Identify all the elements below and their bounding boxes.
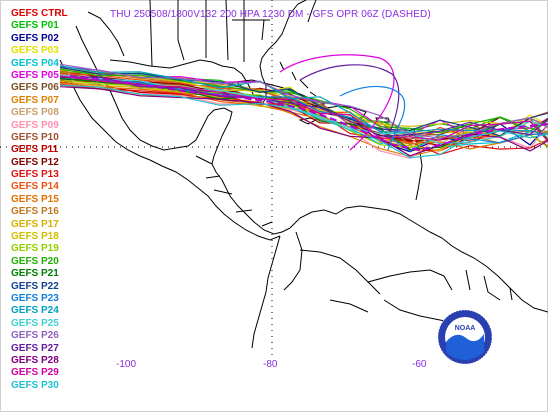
lon-label-east: -60 bbox=[412, 359, 427, 370]
legend-item: GEFS P25 bbox=[11, 317, 59, 329]
ca-borders bbox=[195, 155, 273, 227]
sa-borders bbox=[283, 231, 513, 325]
legend-item: GEFS P27 bbox=[11, 342, 59, 354]
legend-item: GEFS P17 bbox=[11, 218, 59, 230]
legend-item: GEFS P22 bbox=[11, 280, 59, 292]
legend-item: GEFS P06 bbox=[11, 82, 59, 94]
coastlines bbox=[59, 0, 548, 349]
us-atlantic-coast bbox=[289, 0, 317, 23]
legend-item: GEFS P11 bbox=[11, 144, 59, 156]
member-contour bbox=[59, 66, 548, 137]
member-contour bbox=[59, 63, 548, 139]
lon-label-west: -100 bbox=[116, 359, 137, 370]
member-contour bbox=[59, 74, 548, 145]
pacific-coast-sa bbox=[251, 235, 281, 349]
operational-contour bbox=[69, 75, 548, 152]
legend-item: GEFS P01 bbox=[11, 20, 59, 32]
legend-item: GEFS P19 bbox=[11, 243, 59, 255]
legend-item: GEFS P07 bbox=[11, 94, 59, 106]
member-contour bbox=[59, 75, 548, 142]
logo-text: NOAA bbox=[455, 325, 476, 332]
legend-item: GEFS P28 bbox=[11, 354, 59, 366]
legend-item: GEFS P03 bbox=[11, 45, 59, 57]
hispaniola bbox=[325, 105, 367, 119]
legend-item: GEFS P10 bbox=[11, 131, 59, 143]
central-america bbox=[149, 159, 281, 241]
member-contour-loop bbox=[279, 54, 395, 151]
member-contour-loop bbox=[299, 64, 400, 133]
south-america bbox=[289, 205, 548, 313]
legend-item: GEFS P18 bbox=[11, 231, 59, 243]
lon-label-center: -80 bbox=[263, 359, 278, 370]
member-contours bbox=[59, 54, 548, 159]
legend-item: GEFS P26 bbox=[11, 330, 59, 342]
member-contour bbox=[59, 86, 548, 157]
legend-item: GEFS P24 bbox=[11, 305, 59, 317]
central-america-carib bbox=[211, 135, 291, 235]
logo-dots bbox=[437, 309, 493, 365]
legend-item: GEFS P13 bbox=[11, 169, 59, 181]
legend-item: GEFS P02 bbox=[11, 32, 59, 44]
legend-item: GEFS P04 bbox=[11, 57, 59, 69]
legend-item: GEFS P21 bbox=[11, 268, 59, 280]
legend-item: GEFS P20 bbox=[11, 255, 59, 267]
legend-item: GEFS P29 bbox=[11, 367, 59, 379]
state-borders bbox=[87, 0, 270, 67]
legend: GEFS CTRL GEFS P01 GEFS P02 GEFS P03 GEFS P0… bbox=[11, 8, 68, 392]
noaa-logo: NOAA bbox=[437, 309, 493, 365]
legend-item: GEFS P23 bbox=[11, 292, 59, 304]
legend-item: GEFS P09 bbox=[11, 119, 59, 131]
logo-wave bbox=[446, 334, 484, 360]
legend-item: GEFS P16 bbox=[11, 206, 59, 218]
legend-item: GEFS P05 bbox=[11, 69, 59, 81]
member-contour bbox=[59, 84, 548, 159]
graticule bbox=[0, 0, 548, 360]
legend-item: GEFS P14 bbox=[11, 181, 59, 193]
chart-title: THU 250508/1800V132 200 HPA 1230 DM - GF… bbox=[110, 9, 431, 20]
bahamas bbox=[279, 61, 317, 97]
legend-item: GEFS P30 bbox=[11, 379, 59, 391]
legend-item: GEFS CTRL bbox=[11, 8, 68, 19]
legend-item: GEFS P12 bbox=[11, 156, 59, 168]
legend-item: GEFS P08 bbox=[11, 107, 59, 119]
legend-item: GEFS P15 bbox=[11, 193, 59, 205]
member-contour-loop bbox=[339, 85, 406, 151]
